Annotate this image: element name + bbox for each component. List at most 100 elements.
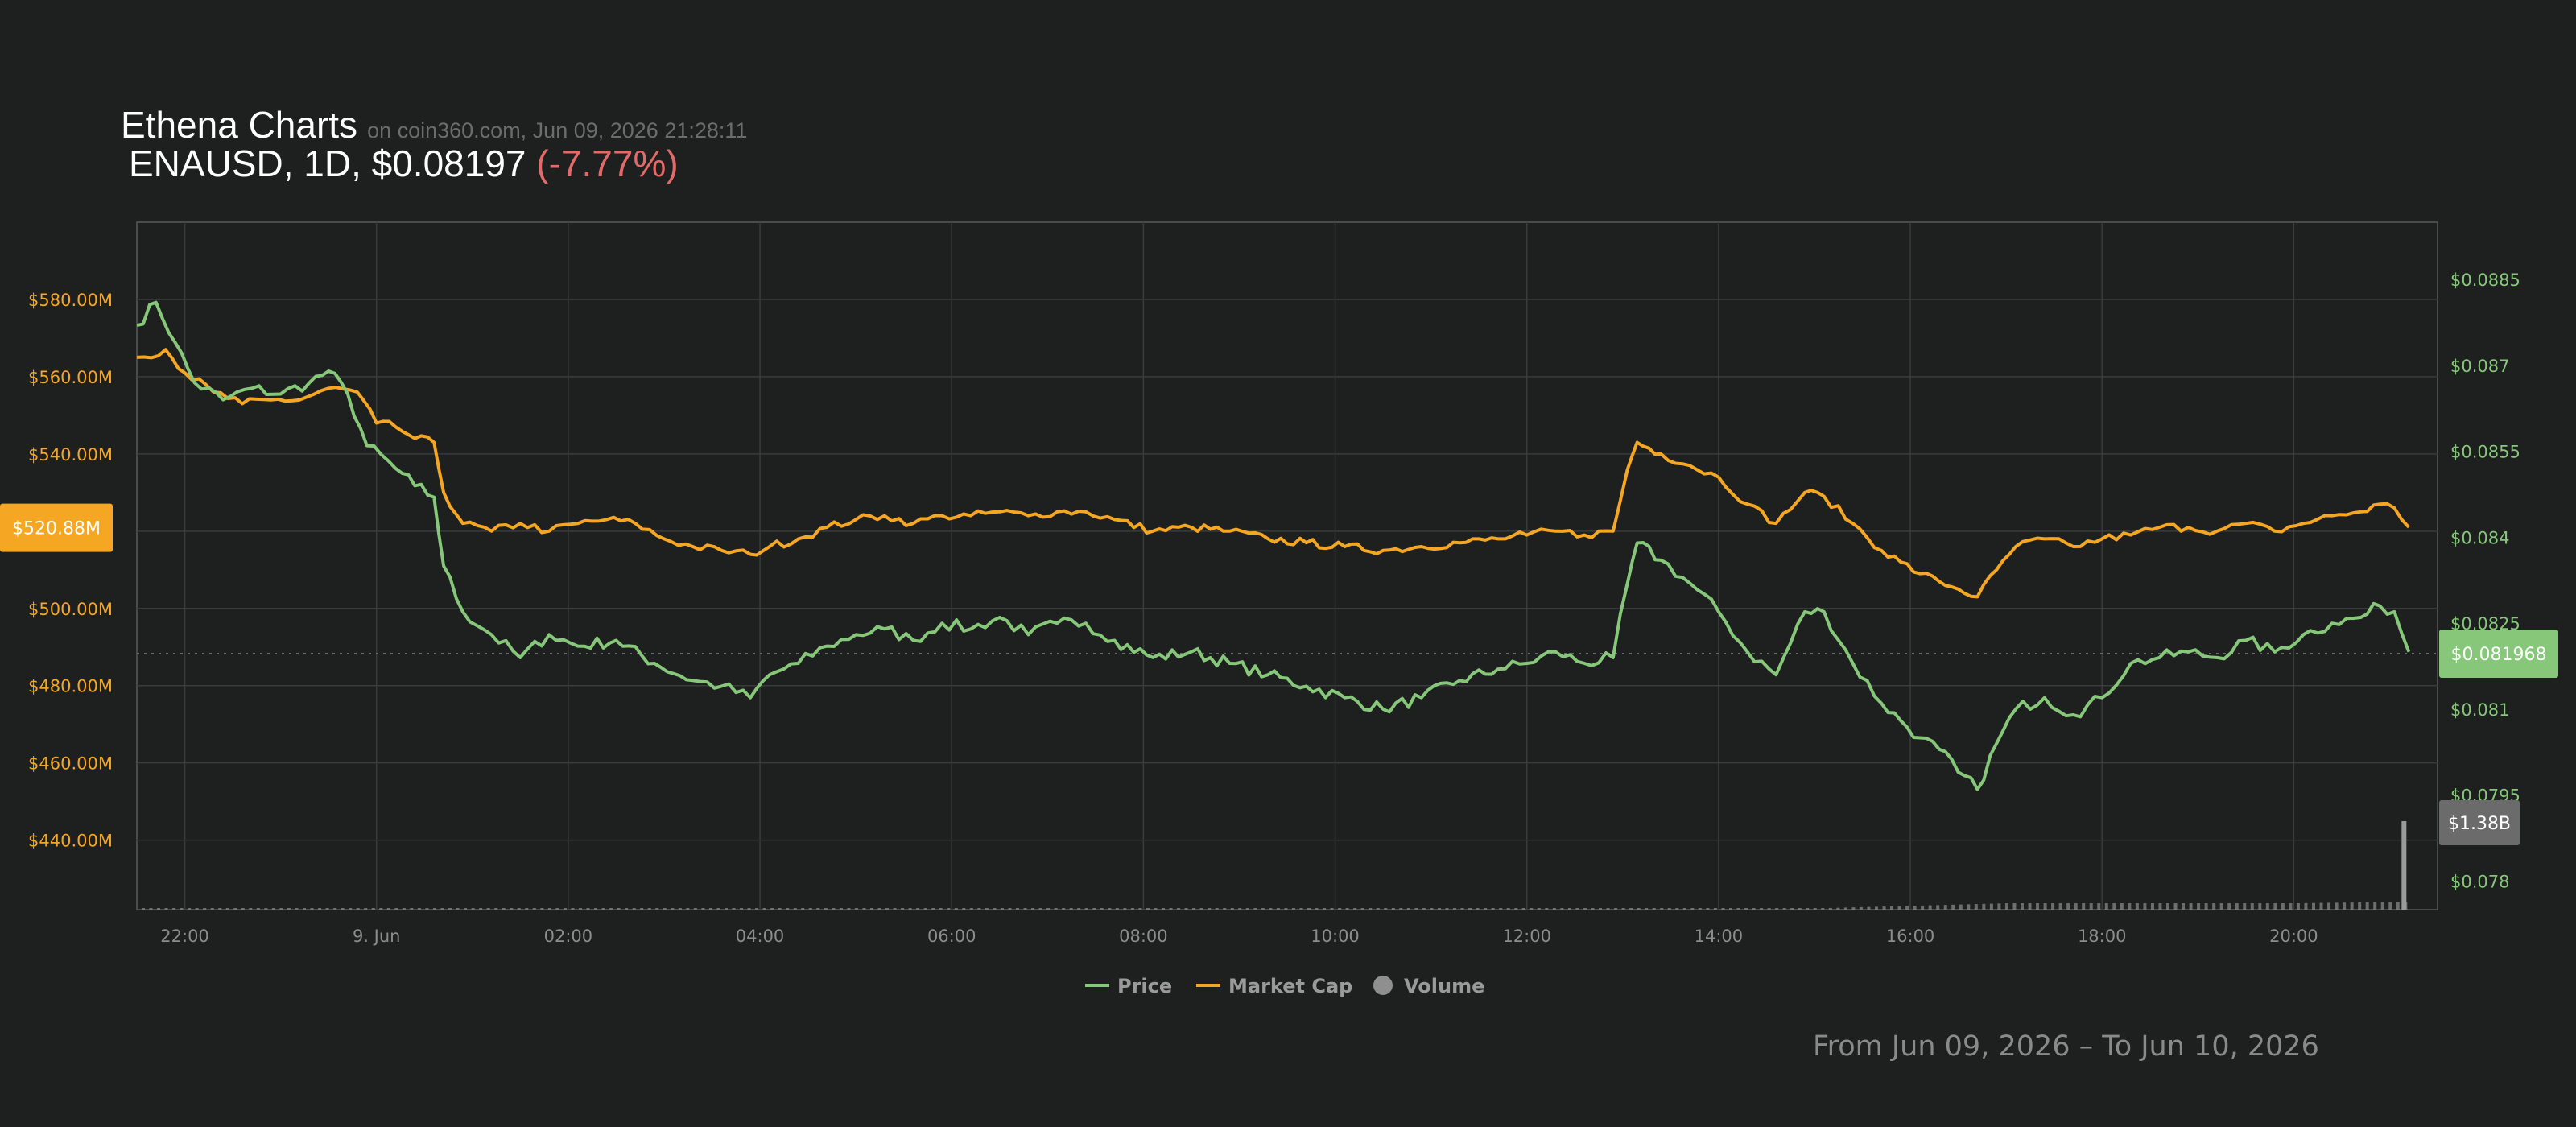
volume-bar (716, 908, 720, 910)
volume-bar (1567, 908, 1571, 910)
volume-bar (448, 908, 452, 910)
volume-bar (1368, 908, 1373, 910)
volume-bar (2074, 903, 2078, 910)
volume-bar (1682, 908, 1686, 910)
volume-bar (2235, 903, 2239, 910)
volume-bar (640, 908, 644, 910)
volume-bar (371, 908, 375, 910)
legend-item-price[interactable]: Price (1085, 975, 1172, 997)
x-tick-label: 14:00 (1695, 927, 1744, 946)
volume-bar (1177, 908, 1181, 910)
legend-item-market_cap[interactable]: Market Cap (1196, 975, 1352, 997)
volume-bar (1384, 908, 1388, 910)
volume-bar (1951, 904, 1955, 910)
volume-bar (540, 908, 544, 910)
legend-item-volume[interactable]: Volume (1373, 975, 1484, 997)
volume-bar (2243, 903, 2247, 910)
volume-bar (2327, 902, 2331, 910)
volume-bar (1690, 908, 1695, 910)
volume-bar (218, 908, 222, 910)
volume-bar (2319, 902, 2323, 910)
volume-bar (1276, 908, 1280, 910)
y-left-tick-label: $500.00M (28, 600, 113, 619)
chart-legend[interactable]: Price Market Cap Volume (1085, 975, 1484, 997)
volume-bar (1291, 908, 1295, 910)
volume-bar (1583, 908, 1587, 910)
volume-bar (1967, 904, 1971, 910)
volume-bar (1652, 908, 1656, 910)
y-right-tick-label: $0.078 (2450, 872, 2509, 891)
volume-bar (1208, 908, 1212, 910)
volume-bar (180, 908, 184, 910)
volume-bar (425, 908, 429, 910)
volume-bar (349, 908, 353, 910)
volume-bar (1169, 908, 1173, 910)
volume-bar (1667, 908, 1671, 910)
x-tick-label: 02:00 (544, 927, 593, 946)
volume-bar (303, 908, 307, 910)
volume-bar (1552, 908, 1556, 910)
y-right-tick-label: $0.087 (2450, 357, 2509, 376)
volume-bar (1852, 907, 1856, 910)
volume-bar (1614, 908, 1618, 910)
volume-bar (249, 908, 253, 910)
volume-bar (1997, 903, 2001, 910)
volume-bar (1406, 908, 1410, 910)
volume-bar (1606, 908, 1610, 910)
volume-bar (1491, 908, 1495, 910)
x-tick-label: 22:00 (160, 927, 209, 946)
volume-bar (762, 908, 766, 910)
volume-bar (210, 908, 214, 910)
volume-bar (1414, 908, 1418, 910)
y-left-tick-label: $460.00M (28, 754, 113, 774)
volume-bar (2296, 902, 2300, 910)
legend-label: Market Cap (1228, 975, 1352, 997)
volume-bar (1821, 908, 1825, 910)
volume-bar (1108, 908, 1112, 910)
volume-bar (1637, 908, 1641, 910)
volume-bar (2174, 903, 2178, 910)
volume-bar (625, 908, 629, 910)
volume-bar (188, 908, 192, 910)
volume-bar (1629, 908, 1633, 910)
volume-bar (732, 908, 736, 910)
volume-bar (555, 908, 559, 910)
y-right-tick-label: $0.084 (2450, 528, 2509, 547)
volume-bar (1813, 908, 1817, 910)
y-right-tick-label: $0.0885 (2450, 270, 2520, 290)
volume-bar (2350, 902, 2354, 910)
volume-bar (1882, 906, 1886, 910)
volume-bar (1905, 906, 1909, 910)
volume-bar (1299, 908, 1303, 910)
volume-bar (2028, 903, 2032, 910)
volume-bar (578, 908, 582, 910)
volume-bar (225, 908, 229, 910)
volume-bar (1499, 908, 1503, 910)
volume-bar (1867, 906, 1871, 910)
volume-bar (2120, 903, 2124, 910)
volume-bar (2396, 902, 2400, 910)
volume-bar (1115, 908, 1119, 910)
volume-bar (755, 908, 759, 910)
volume-bar (877, 908, 881, 910)
volume-bar (985, 908, 989, 910)
volume-bar (1015, 908, 1019, 910)
volume-bar (1721, 908, 1725, 910)
volume-bar (1453, 908, 1457, 910)
volume-bar (1484, 908, 1488, 910)
volume-bar (939, 908, 943, 910)
volume-bar (1199, 908, 1203, 910)
volume-bar (1192, 908, 1196, 910)
volume-bar (1798, 908, 1802, 910)
x-tick-label: 12:00 (1502, 927, 1551, 946)
y-left-tick-label: $580.00M (28, 291, 113, 310)
volume-bar (1338, 908, 1342, 910)
volume-bar (571, 908, 575, 910)
volume-bar (356, 908, 360, 910)
volume-bar (172, 908, 176, 910)
volume-bar (233, 908, 237, 910)
volume-bar (969, 908, 973, 910)
volume-badge: $1.38B (2439, 800, 2520, 845)
volume-bar (1698, 908, 1702, 910)
